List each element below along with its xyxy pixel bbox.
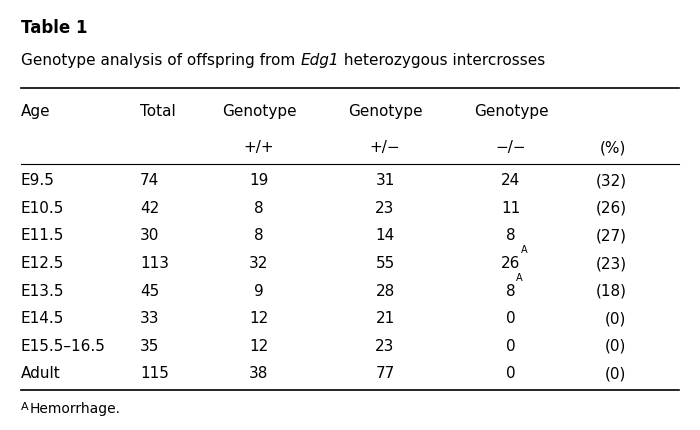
Text: Table 1: Table 1: [21, 19, 88, 37]
Text: A: A: [516, 272, 522, 282]
Text: (0): (0): [605, 338, 626, 353]
Text: 31: 31: [375, 173, 395, 188]
Text: Genotype: Genotype: [348, 104, 422, 119]
Text: (23): (23): [596, 255, 626, 270]
Text: 14: 14: [375, 228, 395, 243]
Text: (26): (26): [596, 200, 626, 215]
Text: 19: 19: [249, 173, 269, 188]
Text: E15.5–16.5: E15.5–16.5: [21, 338, 106, 353]
Text: Hemorrhage.: Hemorrhage.: [29, 401, 120, 415]
Text: 35: 35: [140, 338, 160, 353]
Text: 77: 77: [375, 366, 395, 381]
Text: 38: 38: [249, 366, 269, 381]
Text: E13.5: E13.5: [21, 283, 64, 298]
Text: 0: 0: [506, 366, 516, 381]
Text: 24: 24: [501, 173, 521, 188]
Text: 0: 0: [506, 310, 516, 326]
Text: E12.5: E12.5: [21, 255, 64, 270]
Text: +/+: +/+: [244, 140, 274, 155]
Text: Genotype analysis of offspring from: Genotype analysis of offspring from: [21, 52, 300, 68]
Text: E10.5: E10.5: [21, 200, 64, 215]
Text: 55: 55: [375, 255, 395, 270]
Text: E11.5: E11.5: [21, 228, 64, 243]
Text: 23: 23: [375, 200, 395, 215]
Text: Genotype: Genotype: [474, 104, 548, 119]
Text: 115: 115: [140, 366, 169, 381]
Text: 74: 74: [140, 173, 160, 188]
Text: 26: 26: [501, 255, 521, 270]
Text: (32): (32): [596, 173, 626, 188]
Text: 8: 8: [254, 200, 264, 215]
Text: 9: 9: [254, 283, 264, 298]
Text: 21: 21: [375, 310, 395, 326]
Text: 8: 8: [254, 228, 264, 243]
Text: Adult: Adult: [21, 366, 61, 381]
Text: A: A: [521, 245, 527, 255]
Text: −/−: −/−: [496, 140, 526, 155]
Text: 45: 45: [140, 283, 160, 298]
Text: (0): (0): [605, 366, 626, 381]
Text: 8: 8: [506, 283, 516, 298]
Text: E14.5: E14.5: [21, 310, 64, 326]
Text: 42: 42: [140, 200, 160, 215]
Text: (0): (0): [605, 310, 626, 326]
Text: 113: 113: [140, 255, 169, 270]
Text: 28: 28: [375, 283, 395, 298]
Text: Total: Total: [140, 104, 176, 119]
Text: 23: 23: [375, 338, 395, 353]
Text: 30: 30: [140, 228, 160, 243]
Text: (%): (%): [600, 140, 626, 155]
Text: E9.5: E9.5: [21, 173, 55, 188]
Text: 0: 0: [506, 338, 516, 353]
Text: 32: 32: [249, 255, 269, 270]
Text: 12: 12: [249, 310, 269, 326]
Text: 11: 11: [501, 200, 521, 215]
Text: A: A: [21, 401, 29, 411]
Text: +/−: +/−: [370, 140, 400, 155]
Text: Edg1: Edg1: [300, 52, 339, 68]
Text: (18): (18): [596, 283, 626, 298]
Text: Age: Age: [21, 104, 50, 119]
Text: (27): (27): [596, 228, 626, 243]
Text: Genotype: Genotype: [222, 104, 296, 119]
Text: 33: 33: [140, 310, 160, 326]
Text: 12: 12: [249, 338, 269, 353]
Text: heterozygous intercrosses: heterozygous intercrosses: [339, 52, 545, 68]
Text: 8: 8: [506, 228, 516, 243]
